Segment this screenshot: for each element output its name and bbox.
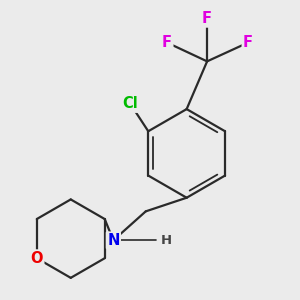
Text: Cl: Cl: [122, 97, 138, 112]
Text: N: N: [107, 233, 119, 248]
Text: F: F: [162, 35, 172, 50]
Text: O: O: [31, 251, 43, 266]
Text: F: F: [243, 35, 253, 50]
Text: H: H: [161, 234, 172, 247]
Text: F: F: [202, 11, 212, 26]
